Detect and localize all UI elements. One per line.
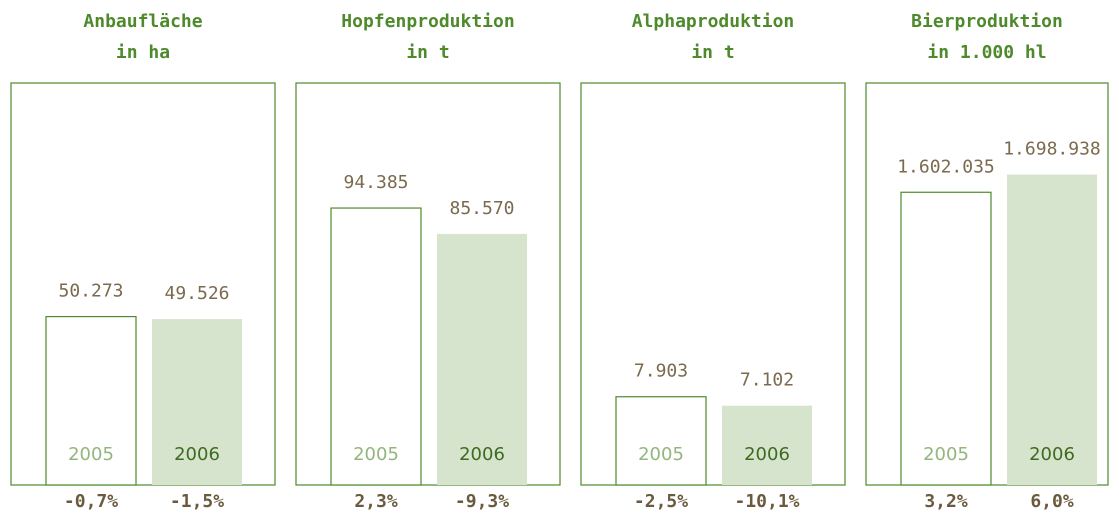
change-label: -0,7% — [64, 491, 118, 512]
bar — [330, 207, 422, 486]
change-label: -2,5% — [634, 491, 688, 512]
value-label: 49.526 — [164, 283, 229, 304]
category-label: 2005 — [923, 444, 969, 465]
change-label: 6,0% — [1030, 491, 1074, 512]
category-label: 2006 — [459, 444, 505, 465]
bar — [722, 405, 812, 485]
change-label: -1,5% — [170, 491, 224, 512]
value-label: 94.385 — [343, 172, 408, 193]
panel-title: Bierproduktion — [911, 11, 1063, 32]
change-label: 2,3% — [354, 491, 398, 512]
panel-subtitle: in 1.000 hl — [927, 42, 1046, 63]
panel-subtitle: in ha — [116, 42, 170, 63]
value-label: 1.602.035 — [897, 156, 995, 177]
value-label: 1.698.938 — [1003, 139, 1101, 160]
change-label: 3,2% — [924, 491, 968, 512]
bar — [1007, 174, 1097, 486]
panel-frame — [580, 82, 846, 486]
change-label: -10,1% — [734, 491, 799, 512]
value-label: 50.273 — [58, 281, 123, 302]
value-label: 7.102 — [740, 370, 794, 391]
panel-subtitle: in t — [691, 42, 734, 63]
category-label: 2005 — [353, 444, 399, 465]
panel-frame — [295, 82, 561, 486]
change-label: -9,3% — [455, 491, 509, 512]
category-label: 2006 — [174, 444, 220, 465]
category-label: 2006 — [1029, 444, 1075, 465]
value-label: 7.903 — [634, 361, 688, 382]
bar — [900, 191, 992, 486]
bar — [437, 233, 527, 485]
category-label: 2005 — [68, 444, 114, 465]
category-label: 2006 — [744, 444, 790, 465]
panel-title: Anbaufläche — [83, 11, 202, 32]
category-label: 2005 — [638, 444, 684, 465]
panel-frame — [10, 82, 276, 486]
value-label: 85.570 — [449, 198, 514, 219]
bar — [45, 315, 137, 486]
bar — [615, 396, 707, 486]
panel-subtitle: in t — [406, 42, 449, 63]
panel-title: Hopfenproduktion — [341, 11, 514, 32]
panel-title: Alphaproduktion — [632, 11, 795, 32]
bar — [152, 319, 242, 485]
